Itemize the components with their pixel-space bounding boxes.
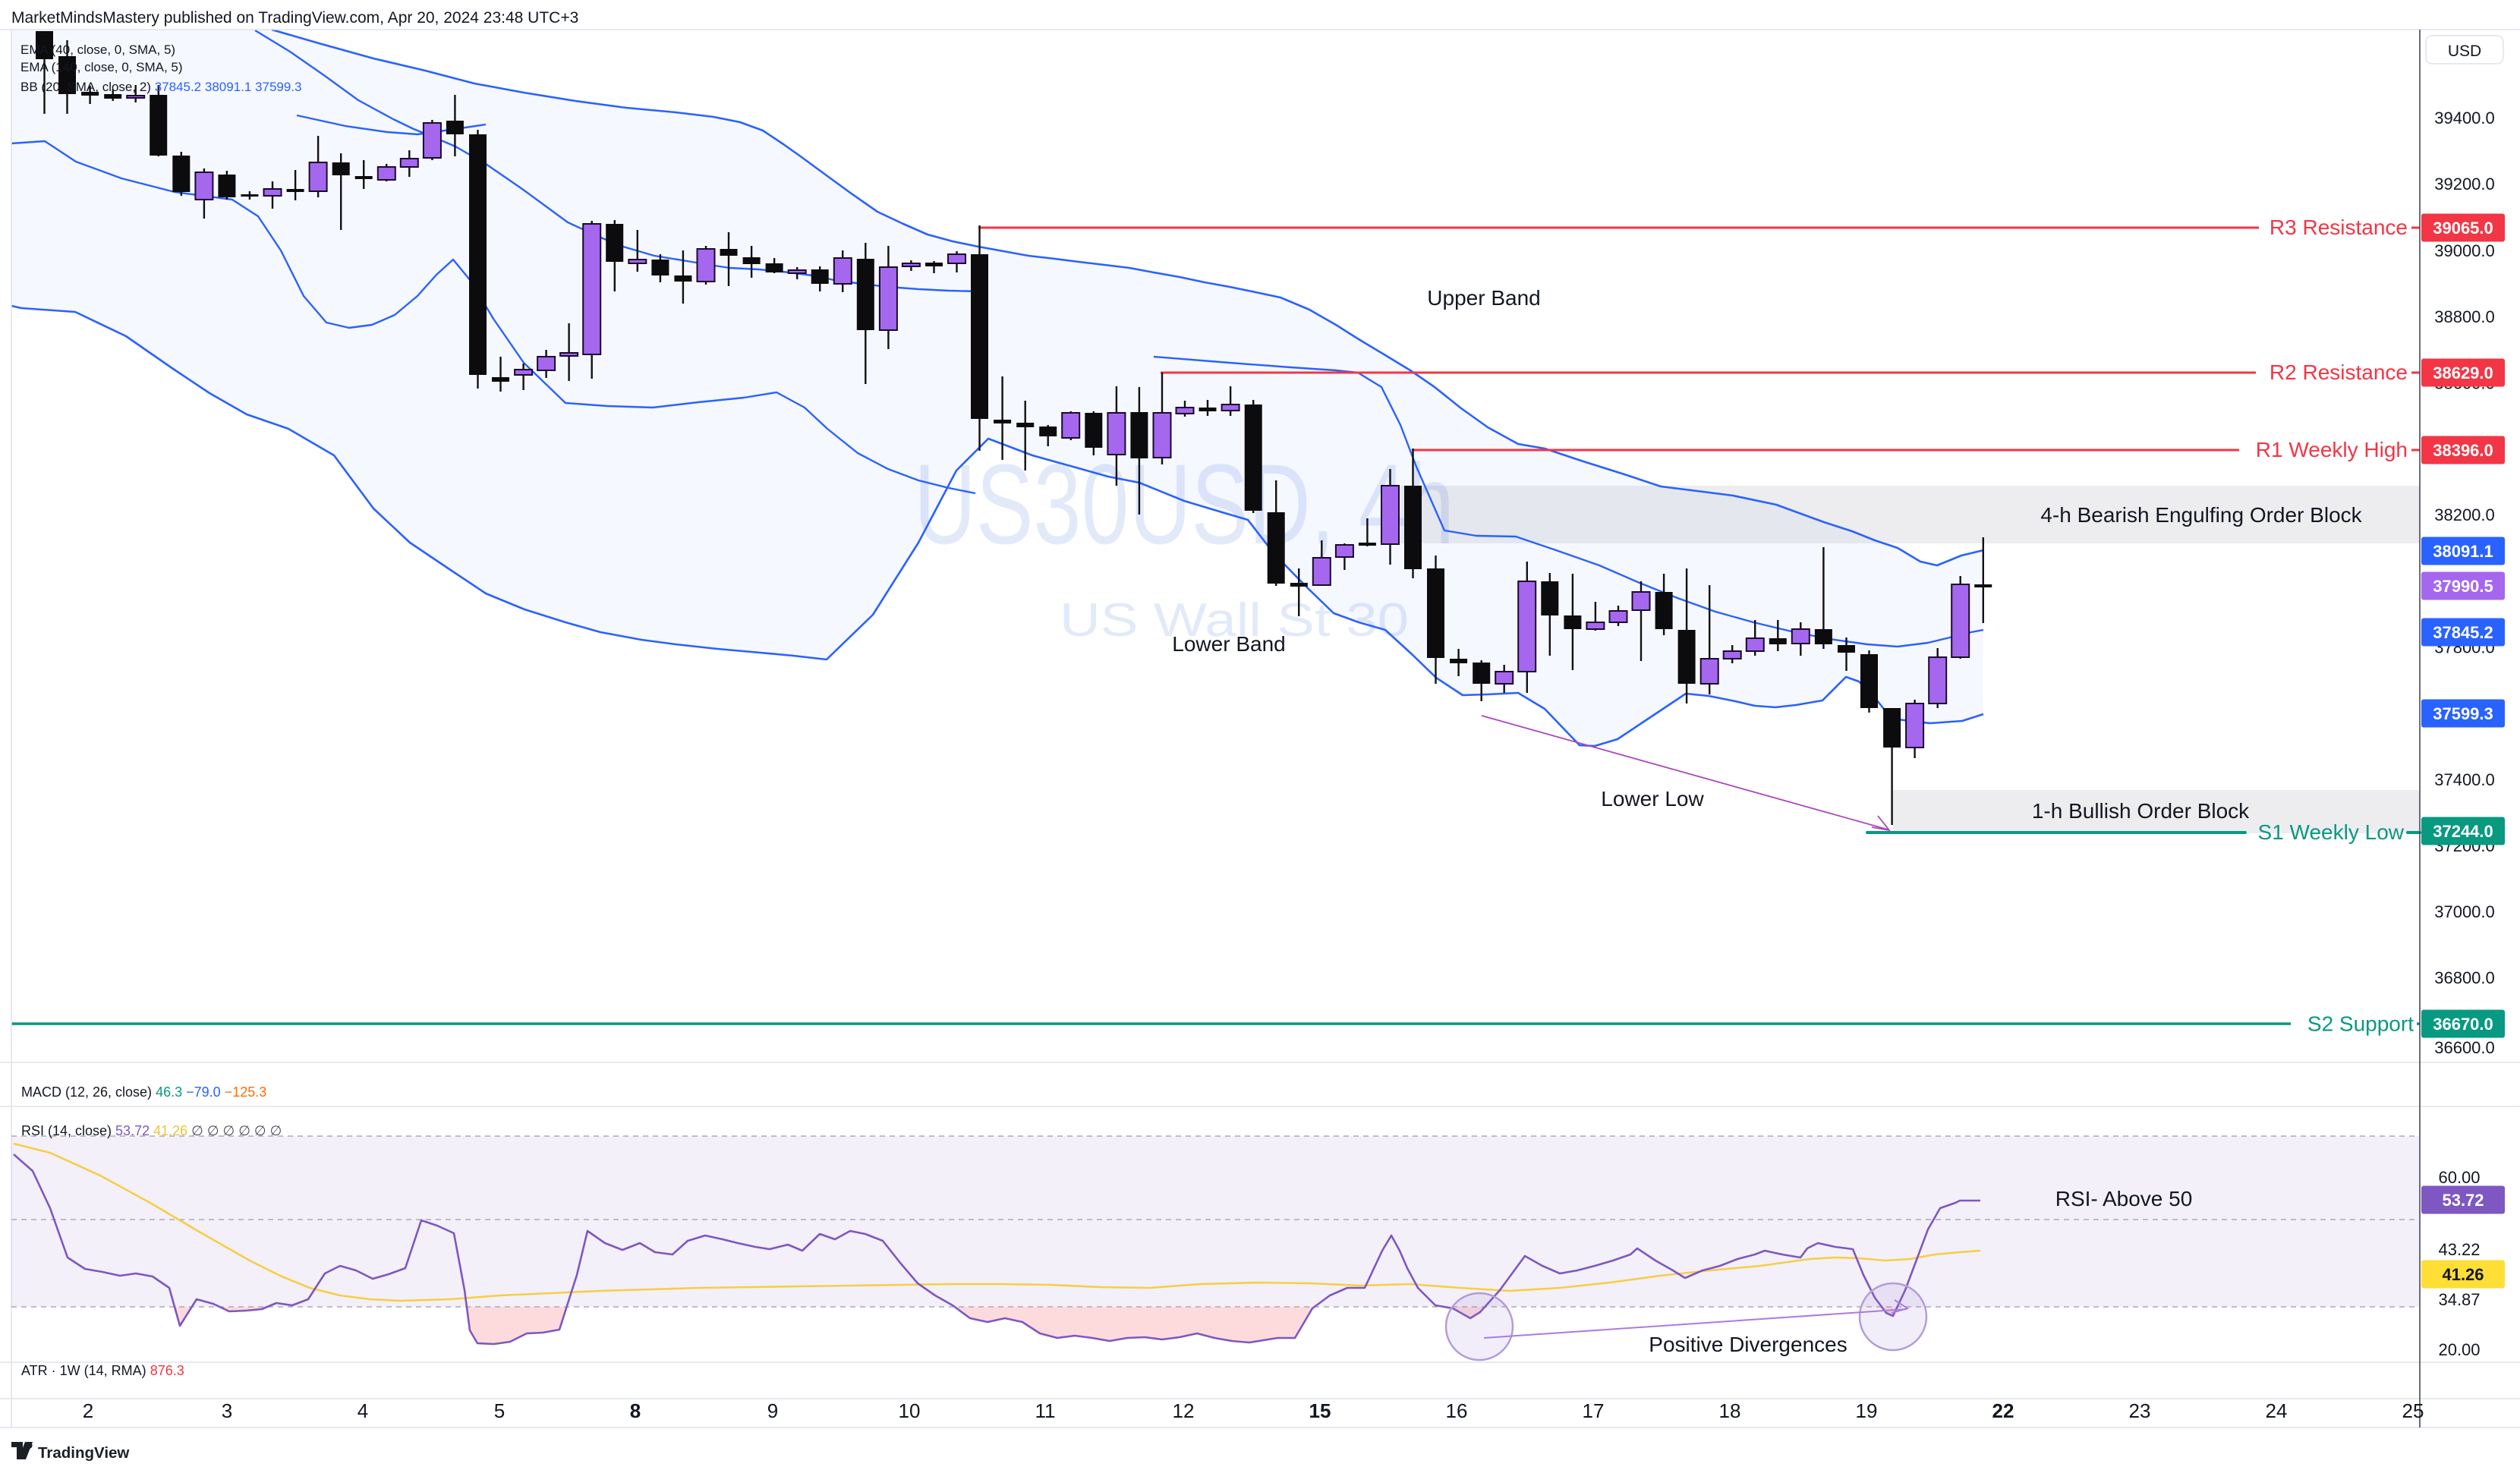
svg-text:Upper Band: Upper Band xyxy=(1427,286,1540,310)
svg-text:15: 15 xyxy=(1309,1399,1331,1422)
svg-text:BB (20, SMA, close, 2) 37845.2: BB (20, SMA, close, 2) 37845.2 38091.1 3… xyxy=(20,80,302,94)
svg-text:36600.0: 36600.0 xyxy=(2434,1038,2495,1057)
svg-text:US30USD, 4h: US30USD, 4h xyxy=(914,440,1454,568)
svg-text:36670.0: 36670.0 xyxy=(2433,1015,2493,1034)
svg-text:37845.2: 37845.2 xyxy=(2433,623,2493,642)
svg-text:36800.0: 36800.0 xyxy=(2434,968,2495,987)
svg-text:24: 24 xyxy=(2266,1399,2288,1422)
svg-text:MarketMindsMastery published o: MarketMindsMastery published on TradingV… xyxy=(11,9,578,27)
svg-text:Lower Band: Lower Band xyxy=(1172,632,1285,656)
svg-text:34.87: 34.87 xyxy=(2438,1290,2480,1309)
svg-text:39065.0: 39065.0 xyxy=(2433,219,2493,238)
svg-text:38396.0: 38396.0 xyxy=(2433,441,2493,460)
svg-text:17: 17 xyxy=(1583,1399,1605,1422)
svg-text:37244.0: 37244.0 xyxy=(2433,822,2493,841)
svg-text:8: 8 xyxy=(630,1399,641,1422)
svg-text:38091.1: 38091.1 xyxy=(2433,542,2493,561)
svg-text:19: 19 xyxy=(1856,1399,1878,1422)
svg-text:3: 3 xyxy=(222,1399,232,1422)
svg-text:38800.0: 38800.0 xyxy=(2434,307,2495,326)
svg-text:39400.0: 39400.0 xyxy=(2434,109,2495,127)
svg-text:60.00: 60.00 xyxy=(2438,1168,2480,1187)
svg-text:9: 9 xyxy=(767,1399,778,1422)
svg-text:ATR · 1W (14, RMA) 876.3: ATR · 1W (14, RMA) 876.3 xyxy=(21,1363,184,1378)
svg-text:R3 Resistance: R3 Resistance xyxy=(2270,216,2408,239)
svg-text:R2 Resistance: R2 Resistance xyxy=(2270,360,2408,384)
svg-text:EMA (140, close, 0, SMA, 5): EMA (140, close, 0, SMA, 5) xyxy=(20,60,183,74)
svg-text:USD: USD xyxy=(2448,42,2481,60)
svg-text:22: 22 xyxy=(1992,1399,2014,1422)
svg-text:5: 5 xyxy=(494,1399,505,1422)
svg-text:10: 10 xyxy=(899,1399,921,1422)
svg-text:12: 12 xyxy=(1173,1399,1195,1422)
svg-text:EMA (40, close, 0, SMA, 5): EMA (40, close, 0, SMA, 5) xyxy=(20,42,175,57)
svg-text:11: 11 xyxy=(1035,1399,1056,1422)
svg-text:RSI- Above 50: RSI- Above 50 xyxy=(2055,1187,2193,1210)
svg-text:R1 Weekly High: R1 Weekly High xyxy=(2256,438,2408,461)
svg-text:43.22: 43.22 xyxy=(2438,1240,2480,1259)
svg-text:TradingView: TradingView xyxy=(38,1444,129,1462)
svg-text:MACD (12, 26, close) 46.3 −79.: MACD (12, 26, close) 46.3 −79.0 −125.3 xyxy=(21,1084,266,1100)
svg-text:38629.0: 38629.0 xyxy=(2433,364,2493,382)
svg-text:RSI (14, close) 53.72 41.26 ∅: RSI (14, close) 53.72 41.26 ∅ ∅ ∅ ∅ ∅ ∅ xyxy=(21,1123,282,1138)
svg-text:S1 Weekly Low: S1 Weekly Low xyxy=(2258,820,2405,844)
svg-text:37990.5: 37990.5 xyxy=(2433,577,2493,596)
svg-text:41.26: 41.26 xyxy=(2442,1265,2484,1284)
svg-text:39200.0: 39200.0 xyxy=(2434,175,2495,194)
svg-text:37599.3: 37599.3 xyxy=(2433,704,2493,723)
svg-text:38200.0: 38200.0 xyxy=(2434,505,2495,524)
svg-text:39000.0: 39000.0 xyxy=(2434,241,2495,260)
svg-text:16: 16 xyxy=(1446,1399,1468,1422)
svg-text:37400.0: 37400.0 xyxy=(2434,770,2495,789)
svg-text:1-h Bullish Order Block: 1-h Bullish Order Block xyxy=(2032,799,2250,823)
svg-text:4-h Bearish Engulfing Order Bl: 4-h Bearish Engulfing Order Block xyxy=(2040,503,2362,527)
svg-text:2: 2 xyxy=(83,1399,93,1422)
svg-text:37000.0: 37000.0 xyxy=(2434,902,2495,921)
svg-text:23: 23 xyxy=(2129,1399,2151,1422)
svg-text:Positive Divergences: Positive Divergences xyxy=(1649,1333,1847,1356)
svg-text:Lower Low: Lower Low xyxy=(1601,787,1704,811)
svg-text:18: 18 xyxy=(1719,1399,1741,1422)
svg-text:25: 25 xyxy=(2402,1399,2424,1422)
svg-text:S2 Support: S2 Support xyxy=(2307,1012,2414,1036)
svg-text:4: 4 xyxy=(358,1399,368,1422)
svg-text:20.00: 20.00 xyxy=(2438,1340,2480,1359)
svg-text:53.72: 53.72 xyxy=(2442,1191,2484,1210)
